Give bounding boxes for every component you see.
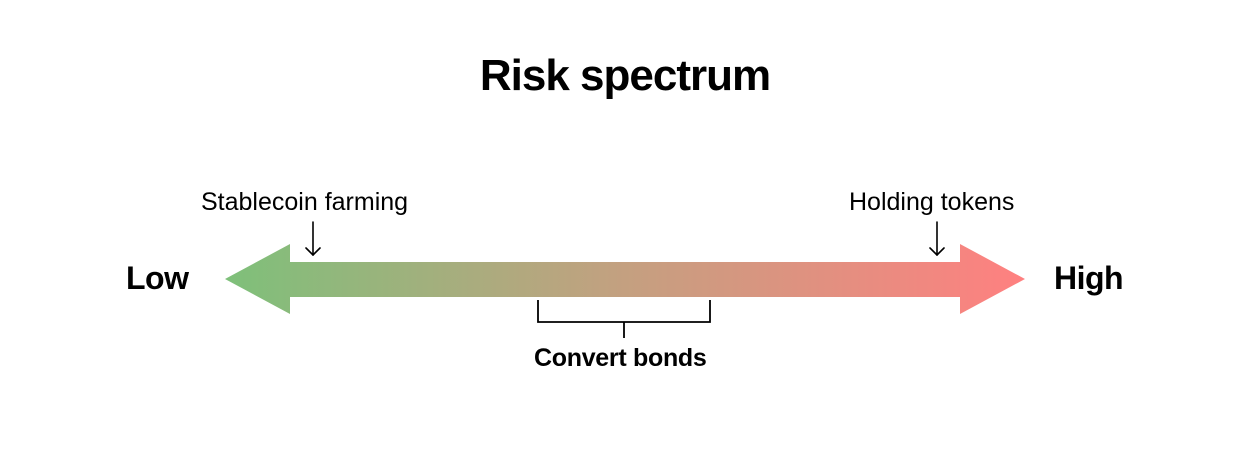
page-title: Risk spectrum: [479, 51, 771, 100]
stablecoin-farming-pointer-icon: [305, 221, 321, 256]
convert-bonds-bracket: [537, 300, 711, 338]
marker-label-holding-tokens: Holding tokens: [849, 188, 1015, 216]
risk-scale-arrow: [225, 244, 1025, 314]
scale-high-label: High: [1054, 260, 1124, 296]
marker-label-stablecoin-farming: Stablecoin farming: [201, 188, 409, 216]
scale-low-label: Low: [126, 260, 189, 296]
range-label-convert-bonds: Convert bonds: [534, 344, 707, 372]
holding-tokens-pointer-icon: [929, 221, 945, 256]
